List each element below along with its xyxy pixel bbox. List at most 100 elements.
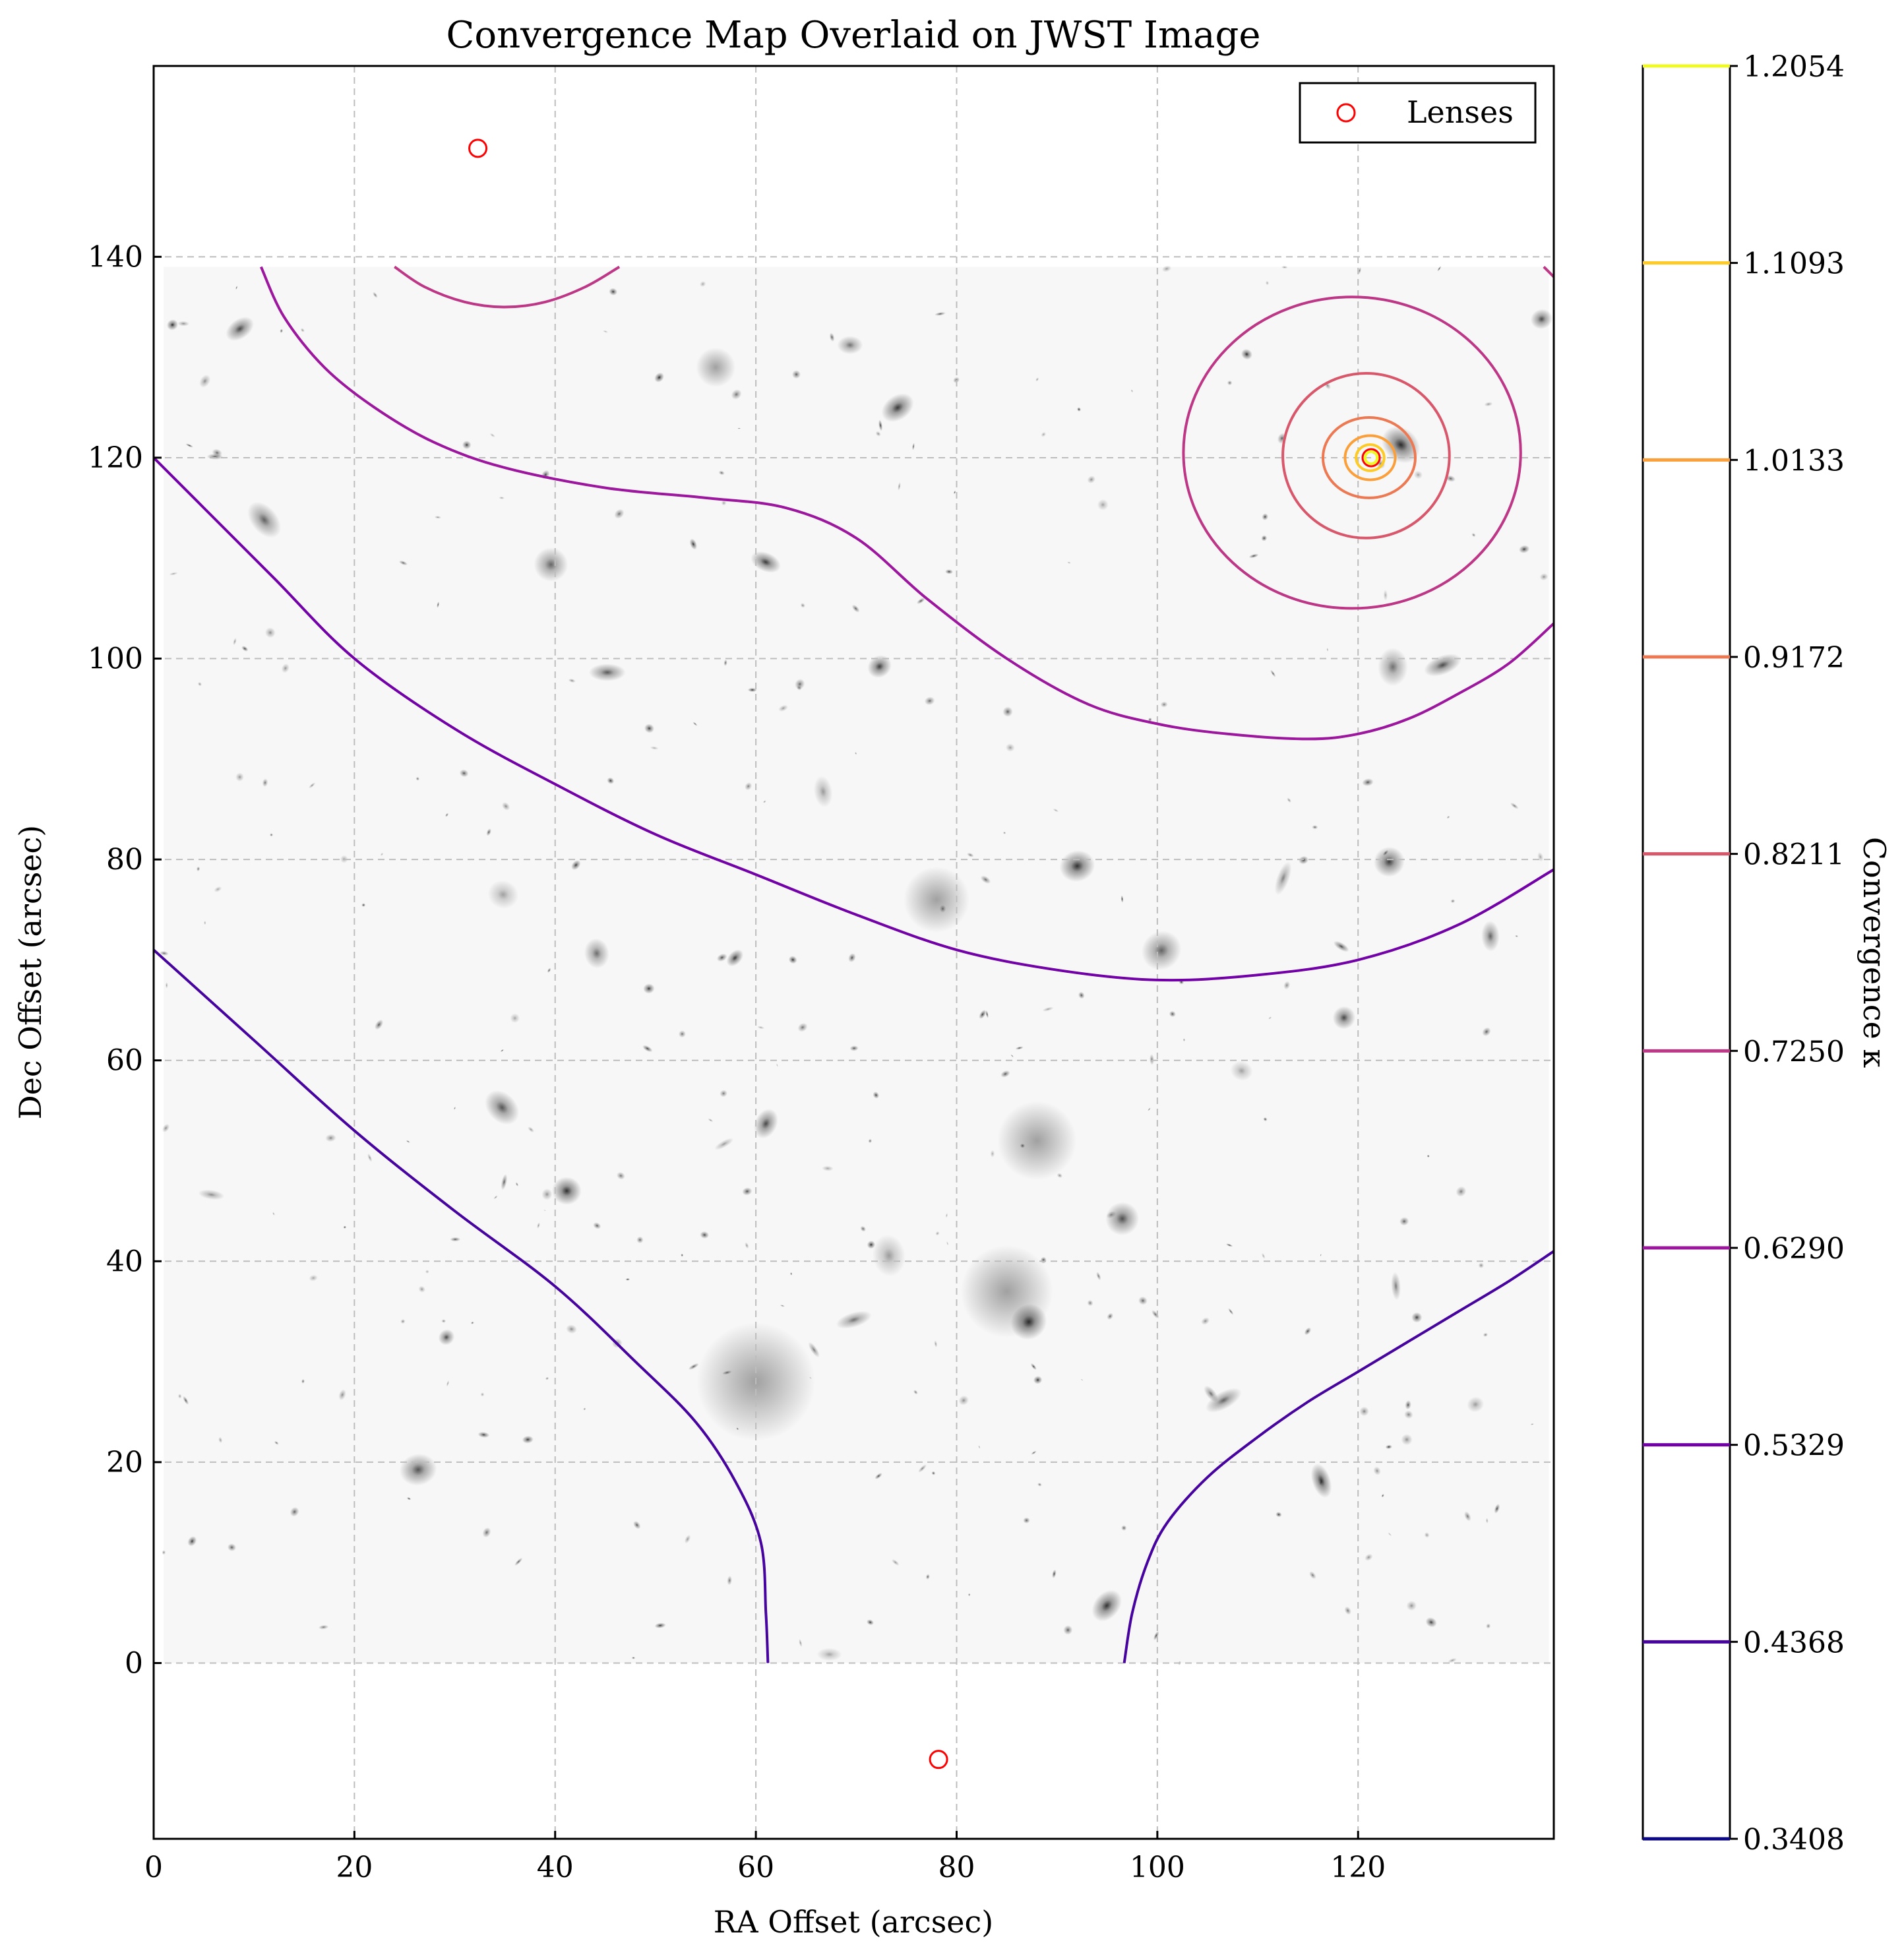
galaxy xyxy=(1404,1410,1413,1419)
galaxy xyxy=(441,1319,446,1323)
galaxy xyxy=(1042,1006,1054,1012)
galaxy xyxy=(1485,1518,1489,1524)
galaxy xyxy=(212,448,222,457)
galaxy xyxy=(1261,1252,1266,1259)
galaxy xyxy=(617,1171,625,1180)
galaxy xyxy=(1274,861,1292,895)
galaxy xyxy=(1091,1590,1122,1622)
galaxy xyxy=(218,1436,223,1444)
galaxy xyxy=(688,1363,699,1370)
colorbar-tick-label: 0.7250 xyxy=(1743,1035,1845,1068)
galaxy-halo xyxy=(960,1245,1053,1338)
galaxy xyxy=(678,1030,686,1038)
galaxy xyxy=(849,1045,859,1051)
legend-lens-marker xyxy=(1336,103,1356,123)
galaxy xyxy=(654,372,664,383)
x-tick-label: 120 xyxy=(1330,1851,1386,1884)
galaxy xyxy=(718,470,725,476)
y-axis-label: Dec Offset (arcsec) xyxy=(13,825,48,1119)
galaxy xyxy=(1358,266,1362,274)
galaxy xyxy=(1365,1553,1373,1561)
galaxy xyxy=(763,800,766,803)
galaxy xyxy=(1030,1363,1037,1371)
galaxy xyxy=(583,1407,586,1411)
galaxy xyxy=(1399,1217,1409,1226)
galaxy xyxy=(958,1395,969,1405)
galaxy xyxy=(892,1559,900,1566)
galaxy xyxy=(609,288,618,295)
galaxy xyxy=(757,1026,765,1030)
galaxy xyxy=(935,1231,940,1236)
galaxy xyxy=(515,1182,519,1187)
galaxy xyxy=(1002,706,1013,717)
galaxy xyxy=(1205,1388,1242,1413)
galaxy xyxy=(1161,265,1172,272)
galaxy xyxy=(274,1440,279,1445)
galaxy xyxy=(1510,802,1519,809)
galaxy xyxy=(340,855,348,863)
lens-marker xyxy=(468,139,488,158)
galaxy xyxy=(462,441,472,450)
galaxy xyxy=(400,1319,406,1324)
galaxy xyxy=(1230,1061,1253,1081)
galaxy xyxy=(1121,895,1124,903)
galaxy xyxy=(633,1520,641,1529)
galaxy xyxy=(873,1092,880,1099)
galaxy xyxy=(878,419,883,431)
galaxy xyxy=(1227,380,1233,386)
galaxy xyxy=(165,982,168,989)
contour-line xyxy=(394,265,621,309)
galaxy xyxy=(607,777,615,784)
galaxy xyxy=(1041,431,1047,437)
galaxy xyxy=(867,1241,876,1249)
colorbar-tick-label: 0.9172 xyxy=(1743,641,1845,675)
galaxy xyxy=(1204,1385,1219,1402)
galaxy xyxy=(1270,669,1276,677)
galaxy xyxy=(446,1380,450,1387)
galaxy xyxy=(945,1213,948,1218)
galaxy xyxy=(1362,778,1374,786)
contour-line xyxy=(1321,416,1417,499)
galaxy xyxy=(361,903,366,908)
galaxy xyxy=(235,772,244,782)
galaxy xyxy=(681,1253,684,1257)
galaxy xyxy=(196,866,200,871)
x-axis-ticks: 0 20 40 60 80 100 120 xyxy=(144,1831,1386,1884)
galaxy xyxy=(747,687,757,693)
galaxy xyxy=(980,875,991,884)
y-axis-ticks: 0 20 40 60 80 100 120 140 xyxy=(88,240,162,1680)
contour-lines xyxy=(154,265,1554,1663)
galaxy xyxy=(603,330,609,333)
galaxy xyxy=(642,1045,653,1053)
galaxy xyxy=(1031,1450,1037,1455)
colorbar-tick-label: 0.3408 xyxy=(1743,1823,1845,1857)
galaxy xyxy=(1077,407,1081,412)
galaxy xyxy=(985,1010,989,1018)
galaxy xyxy=(650,746,659,750)
galaxy xyxy=(797,685,802,691)
galaxy xyxy=(945,569,954,574)
galaxy xyxy=(541,1189,553,1200)
galaxy xyxy=(1309,1571,1316,1580)
galaxy xyxy=(742,1187,752,1196)
galaxy xyxy=(780,1305,785,1307)
galaxy xyxy=(1381,1493,1384,1498)
galaxy xyxy=(708,1118,714,1123)
galaxy xyxy=(636,1236,644,1244)
galaxy xyxy=(185,443,193,448)
galaxy xyxy=(227,1543,237,1551)
galaxy xyxy=(643,983,655,994)
galaxy-halo xyxy=(904,867,970,933)
galaxy xyxy=(1275,1512,1282,1518)
galaxy xyxy=(731,389,742,400)
galaxy xyxy=(477,1431,490,1438)
galaxy xyxy=(367,1153,373,1162)
colorbar-tick-label: 0.4368 xyxy=(1743,1626,1845,1659)
galaxy xyxy=(1518,545,1530,553)
jwst-image-background xyxy=(164,266,1549,1663)
galaxy xyxy=(788,956,797,964)
galaxy xyxy=(1281,266,1288,269)
galaxy xyxy=(262,778,268,787)
galaxy xyxy=(309,1274,318,1281)
galaxy xyxy=(318,1624,329,1630)
